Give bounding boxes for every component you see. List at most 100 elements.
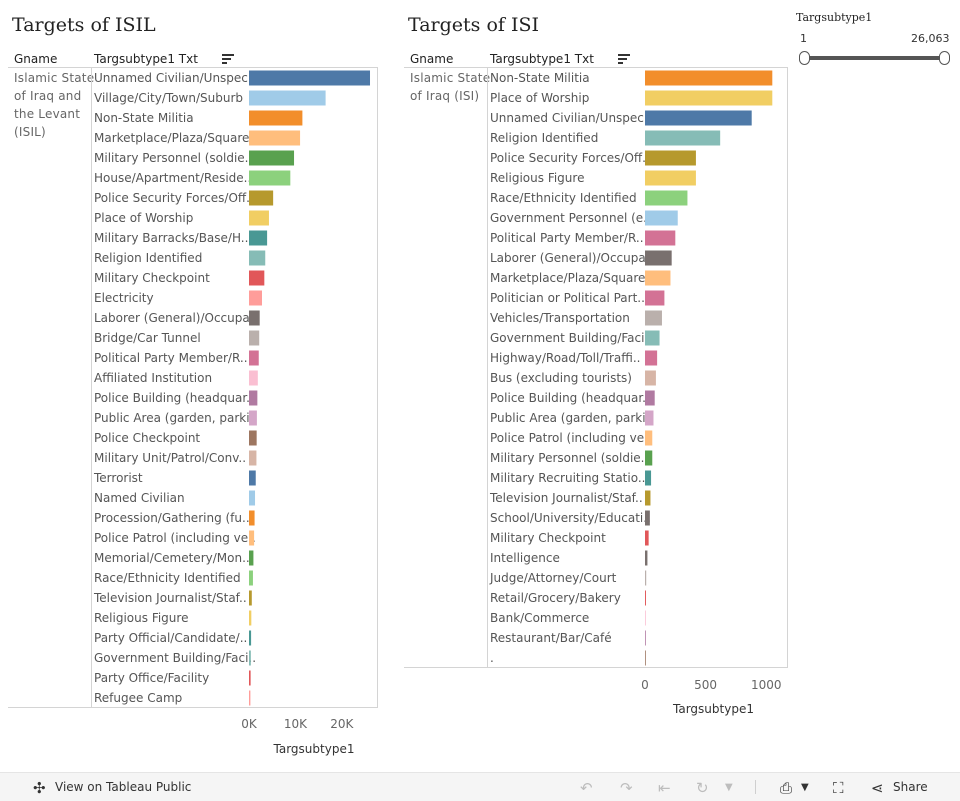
bar[interactable]	[249, 150, 295, 166]
pane-border-bottom	[404, 667, 788, 668]
bar[interactable]	[645, 490, 651, 506]
bar[interactable]	[249, 470, 256, 486]
column-header-gname[interactable]: Gname	[410, 52, 454, 66]
sort-icon[interactable]	[618, 54, 630, 64]
gname-label-isi: Islamic State of Iraq (ISI)	[410, 71, 491, 103]
bar[interactable]	[249, 650, 251, 666]
bar[interactable]	[645, 230, 676, 246]
bar[interactable]	[645, 290, 665, 306]
bar[interactable]	[249, 530, 255, 546]
refresh-dropdown-icon[interactable]: ▼	[725, 782, 733, 793]
bar[interactable]	[249, 590, 252, 606]
category-label: Laborer (General)/Occupa..	[490, 251, 653, 265]
download-icon[interactable]: ⎙	[780, 779, 793, 797]
category-label: Village/City/Town/Suburb	[94, 91, 243, 105]
bar[interactable]	[249, 510, 255, 526]
bar[interactable]	[249, 190, 274, 206]
view-on-tableau-public-link[interactable]: View on Tableau Public	[55, 780, 192, 794]
category-label: Intelligence	[490, 551, 560, 565]
bar[interactable]	[645, 450, 653, 466]
share-button[interactable]: Share	[893, 780, 928, 794]
bar[interactable]	[249, 490, 256, 506]
filter-slider-min-handle[interactable]	[799, 51, 810, 65]
share-icon[interactable]: ⋖	[871, 779, 884, 797]
column-header-gname[interactable]: Gname	[14, 52, 58, 66]
bar[interactable]	[249, 270, 265, 286]
bar[interactable]	[645, 550, 648, 566]
bar[interactable]	[249, 430, 257, 446]
refresh-icon[interactable]: ↻	[696, 779, 709, 797]
bar[interactable]	[645, 530, 649, 546]
bar[interactable]	[645, 210, 678, 226]
bar[interactable]	[249, 250, 266, 266]
bar[interactable]	[249, 690, 251, 706]
bar[interactable]	[645, 470, 652, 486]
bar[interactable]	[249, 90, 326, 106]
category-label: Politician or Political Part..	[490, 291, 645, 305]
category-label: Restaurant/Bar/Café	[490, 631, 612, 645]
bar[interactable]	[645, 650, 646, 666]
bar[interactable]	[645, 430, 653, 446]
revert-icon[interactable]: ⇤	[658, 779, 671, 797]
download-dropdown-icon[interactable]: ▼	[801, 782, 809, 793]
bar[interactable]	[645, 170, 696, 186]
category-label: Police Building (headquar..	[490, 391, 650, 405]
category-label: Marketplace/Plaza/Square	[490, 271, 645, 285]
gname-label-isil: Islamic State of Iraq and the Levant (IS…	[14, 71, 95, 139]
undo-icon[interactable]: ↶	[580, 779, 593, 797]
fullscreen-icon[interactable]: ⛶	[833, 779, 844, 797]
bar[interactable]	[249, 630, 252, 646]
bar[interactable]	[249, 570, 253, 586]
category-label: House/Apartment/Reside..	[94, 171, 251, 185]
bar[interactable]	[249, 210, 269, 226]
column-header-targsubtype[interactable]: Targsubtype1 Txt	[490, 52, 594, 66]
bar[interactable]	[645, 130, 721, 146]
bar[interactable]	[249, 130, 301, 146]
category-label: Government Building/Faci..	[490, 331, 652, 345]
bar[interactable]	[249, 170, 291, 186]
bar[interactable]	[645, 190, 688, 206]
tableau-logo-icon[interactable]: ✣	[33, 779, 46, 797]
filter-slider-track[interactable]	[806, 56, 945, 60]
bar[interactable]	[249, 310, 260, 326]
bar[interactable]	[645, 150, 696, 166]
bar[interactable]	[645, 70, 773, 86]
bar[interactable]	[645, 250, 672, 266]
bar[interactable]	[249, 390, 258, 406]
bar[interactable]	[249, 70, 371, 86]
bar[interactable]	[645, 570, 647, 586]
bar[interactable]	[645, 390, 655, 406]
bar[interactable]	[249, 450, 257, 466]
bar[interactable]	[249, 350, 259, 366]
column-header-targsubtype[interactable]: Targsubtype1 Txt	[94, 52, 198, 66]
bar[interactable]	[249, 110, 303, 126]
sort-icon[interactable]	[222, 54, 234, 64]
pane-border-right	[787, 67, 788, 667]
bar[interactable]	[645, 110, 752, 126]
bar[interactable]	[645, 410, 654, 426]
bar[interactable]	[645, 610, 646, 626]
bar[interactable]	[249, 230, 268, 246]
bar[interactable]	[645, 510, 650, 526]
bar[interactable]	[645, 270, 671, 286]
redo-icon[interactable]: ↷	[620, 779, 633, 797]
bar[interactable]	[249, 670, 251, 686]
filter-slider-max-handle[interactable]	[939, 51, 950, 65]
category-label: Non-State Militia	[490, 71, 590, 85]
bar[interactable]	[249, 410, 257, 426]
bar[interactable]	[645, 90, 773, 106]
bar[interactable]	[645, 630, 646, 646]
panel-title-isi: Targets of ISI	[408, 14, 539, 36]
bar[interactable]	[645, 330, 660, 346]
bar[interactable]	[249, 550, 254, 566]
pane-divider	[91, 67, 92, 708]
bar[interactable]	[645, 590, 646, 606]
bar[interactable]	[249, 290, 262, 306]
bar[interactable]	[249, 330, 260, 346]
bar[interactable]	[645, 310, 662, 326]
bar[interactable]	[249, 610, 252, 626]
bar[interactable]	[645, 350, 658, 366]
bar[interactable]	[645, 370, 656, 386]
bar[interactable]	[249, 370, 258, 386]
category-label: Religion Identified	[94, 251, 202, 265]
